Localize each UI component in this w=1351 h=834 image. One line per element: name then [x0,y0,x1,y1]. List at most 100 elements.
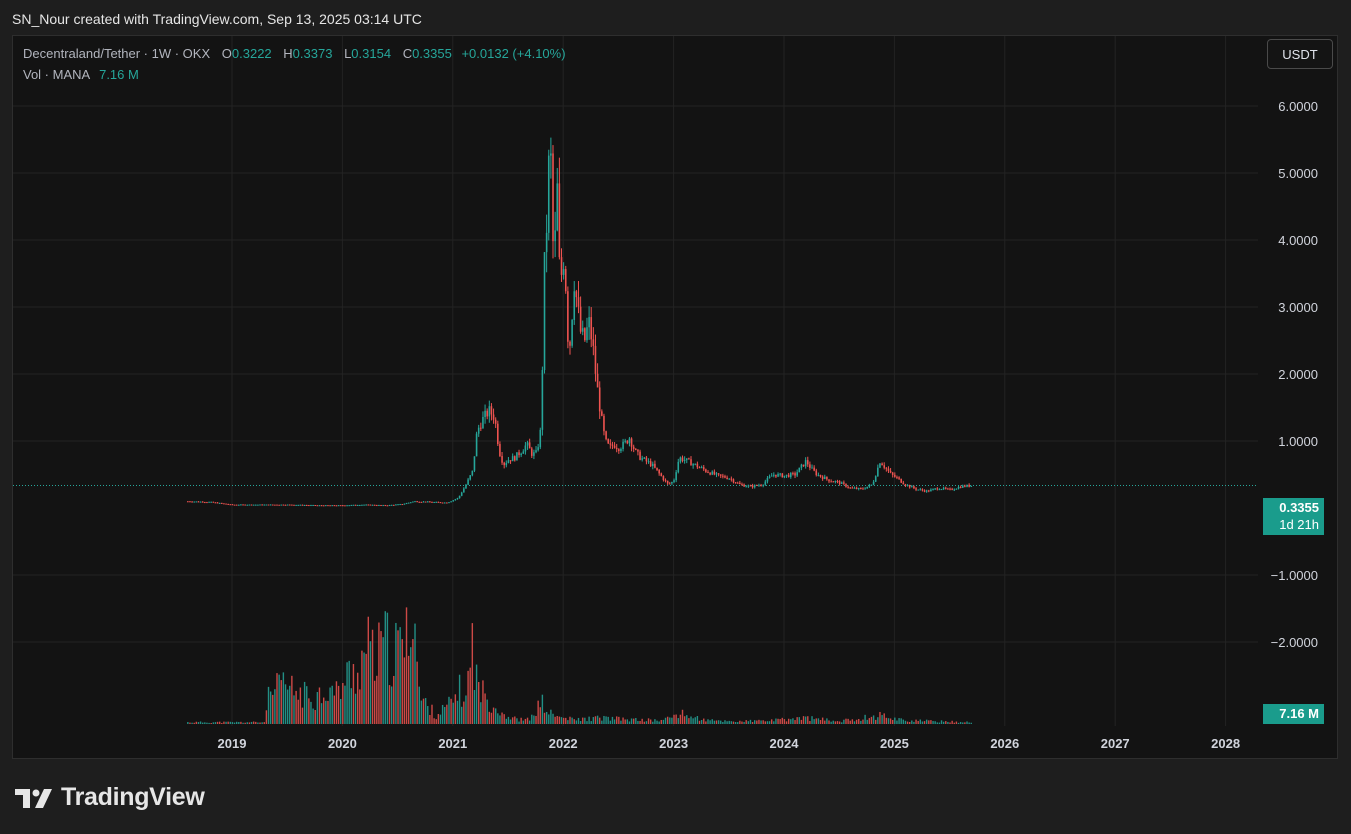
volume-bar [923,721,926,724]
candle-body [422,501,425,503]
candle-body [259,504,261,506]
candle-body [278,504,280,506]
candle-body [214,502,217,504]
volume-bar [864,714,866,724]
volume-bar [709,720,711,724]
candle-body [966,484,968,487]
candle-body [947,488,949,490]
candle-body [645,457,648,462]
volume-bar [560,717,563,724]
candle-body [350,504,353,506]
volume-bar [889,718,892,724]
candle-body [698,467,701,469]
candle-body [263,504,266,506]
volume-bar [828,720,830,724]
candle-body [467,479,469,485]
candle-body [741,484,743,486]
volume-bar [456,700,459,724]
candle-body [806,460,809,465]
candle-body [777,474,779,477]
volume-bar [669,717,671,724]
volume-bar [847,718,849,724]
candle-body [660,473,663,477]
candle-body [904,484,907,486]
candle-body [635,448,637,450]
candle-body [554,230,556,242]
candle-body [764,481,767,485]
candle-body [584,328,586,341]
volume-bar [320,703,323,724]
candle-body [473,456,476,471]
candle-body [520,453,522,456]
volume-bar [783,719,786,724]
tradingview-logo[interactable]: TradingView [15,783,205,812]
volume-bar [348,660,350,724]
volume-bar [369,641,372,724]
candle-body [779,473,781,475]
volume-bar [656,720,658,724]
volume-bar [397,630,399,724]
volume-bar [881,715,883,724]
candle-body [944,487,947,489]
volume-bar [395,622,397,724]
volume-bar [862,719,864,724]
candle-body [352,504,355,506]
low-value: 0.3154 [351,46,392,61]
volume-bar [240,721,242,724]
volume-bar [433,718,435,724]
x-tick-label: 2024 [770,736,800,751]
volume-bar [280,680,282,724]
candle-body [747,485,750,487]
candle-body [363,504,365,506]
candle-body [235,504,238,506]
candle-body [671,482,673,484]
price-chart[interactable]: 6.0000 5.0000 4.0000 3.0000 2.0000 1.0000 −1.0… [13,36,1337,758]
candle-body [828,479,830,482]
volume-bar [885,717,888,724]
candle-body [407,502,410,504]
volume-bar [388,685,391,724]
currency-button[interactable]: USDT [1267,39,1333,69]
candle-body [618,449,620,452]
candle-body [488,406,491,417]
volume-bar [760,720,762,724]
volume-bar [896,720,898,724]
volume-bar [940,720,943,724]
volume-bar [870,716,873,724]
volume-bar [524,718,527,724]
candle-body [201,501,204,503]
candle-body [503,462,505,466]
candle-body [216,502,219,504]
candle-body [571,319,573,346]
candle-body [840,482,843,484]
volume-bar [879,711,881,724]
volume-bar [543,712,546,724]
y-tick-label: 4.0000 [1278,233,1318,248]
volume-bar [367,616,370,724]
volume-bar [208,722,210,724]
volume-bar [898,718,900,724]
volume-bar [630,718,633,724]
candle-body [898,477,900,479]
volume-bar [323,697,325,724]
candle-body [267,504,270,506]
candle-body [227,503,229,505]
candle-body [794,473,796,476]
candle-body [395,504,397,506]
candle-body [193,501,196,503]
volume-bar [643,721,646,724]
candle-body [439,502,442,504]
volume-bar [866,719,868,724]
candle-body [429,501,431,503]
chart-panel[interactable]: 6.0000 5.0000 4.0000 3.0000 2.0000 1.0000 −1.0… [12,35,1338,759]
volume-bar [259,722,261,724]
volume-bar [618,716,620,724]
volume-bar [745,720,747,724]
candle-body [717,473,720,475]
candle-body [516,452,518,461]
volume-bar [344,685,346,724]
volume-bar [692,718,694,724]
candle-body [654,463,656,468]
volume-bar [732,721,735,724]
candle-body [390,504,393,506]
